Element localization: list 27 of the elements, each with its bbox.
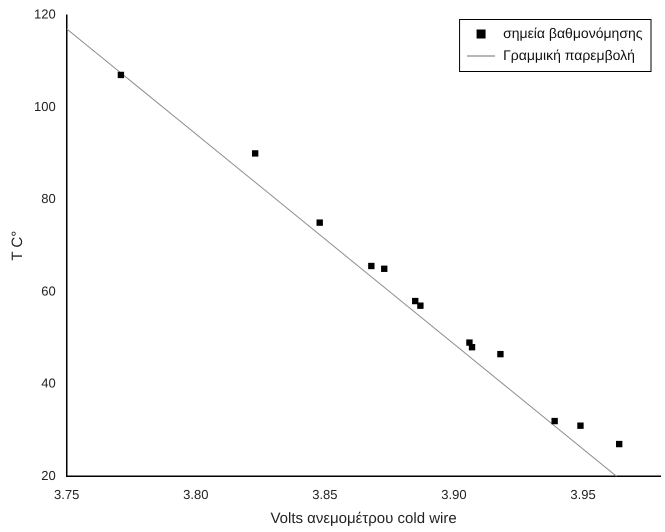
x-tick-label: 3.75 xyxy=(54,486,80,502)
y-tick-label: 40 xyxy=(41,376,56,391)
point xyxy=(381,266,388,272)
x-tick-label: 3.80 xyxy=(183,486,208,502)
legend-label: σημεία βαθμονόμησης xyxy=(503,24,643,41)
y-tick-label: 120 xyxy=(34,6,56,22)
point xyxy=(497,350,504,358)
y-tick-label: 100 xyxy=(34,98,56,114)
x-tick-label: 3.85 xyxy=(312,486,338,502)
point xyxy=(577,422,584,429)
y-tick-label: 20 xyxy=(41,468,56,483)
legend-label: Γραμμική παρεμβολή xyxy=(503,46,635,63)
y-tick-label: 60 xyxy=(41,283,56,298)
point xyxy=(616,440,622,448)
point xyxy=(551,418,558,424)
point xyxy=(118,72,124,78)
x-tick-label: 3.90 xyxy=(441,486,467,502)
y-tick-label: 80 xyxy=(41,191,56,206)
x-axis-title: Volts ανεμομέτρου cold wire xyxy=(270,510,457,528)
point xyxy=(252,150,258,157)
x-tick-label: 3.95 xyxy=(570,486,596,502)
point xyxy=(468,344,476,350)
point xyxy=(417,302,424,309)
point xyxy=(316,219,323,226)
point xyxy=(412,298,418,304)
y-axis-title: T C° xyxy=(9,230,26,261)
point xyxy=(368,262,375,270)
